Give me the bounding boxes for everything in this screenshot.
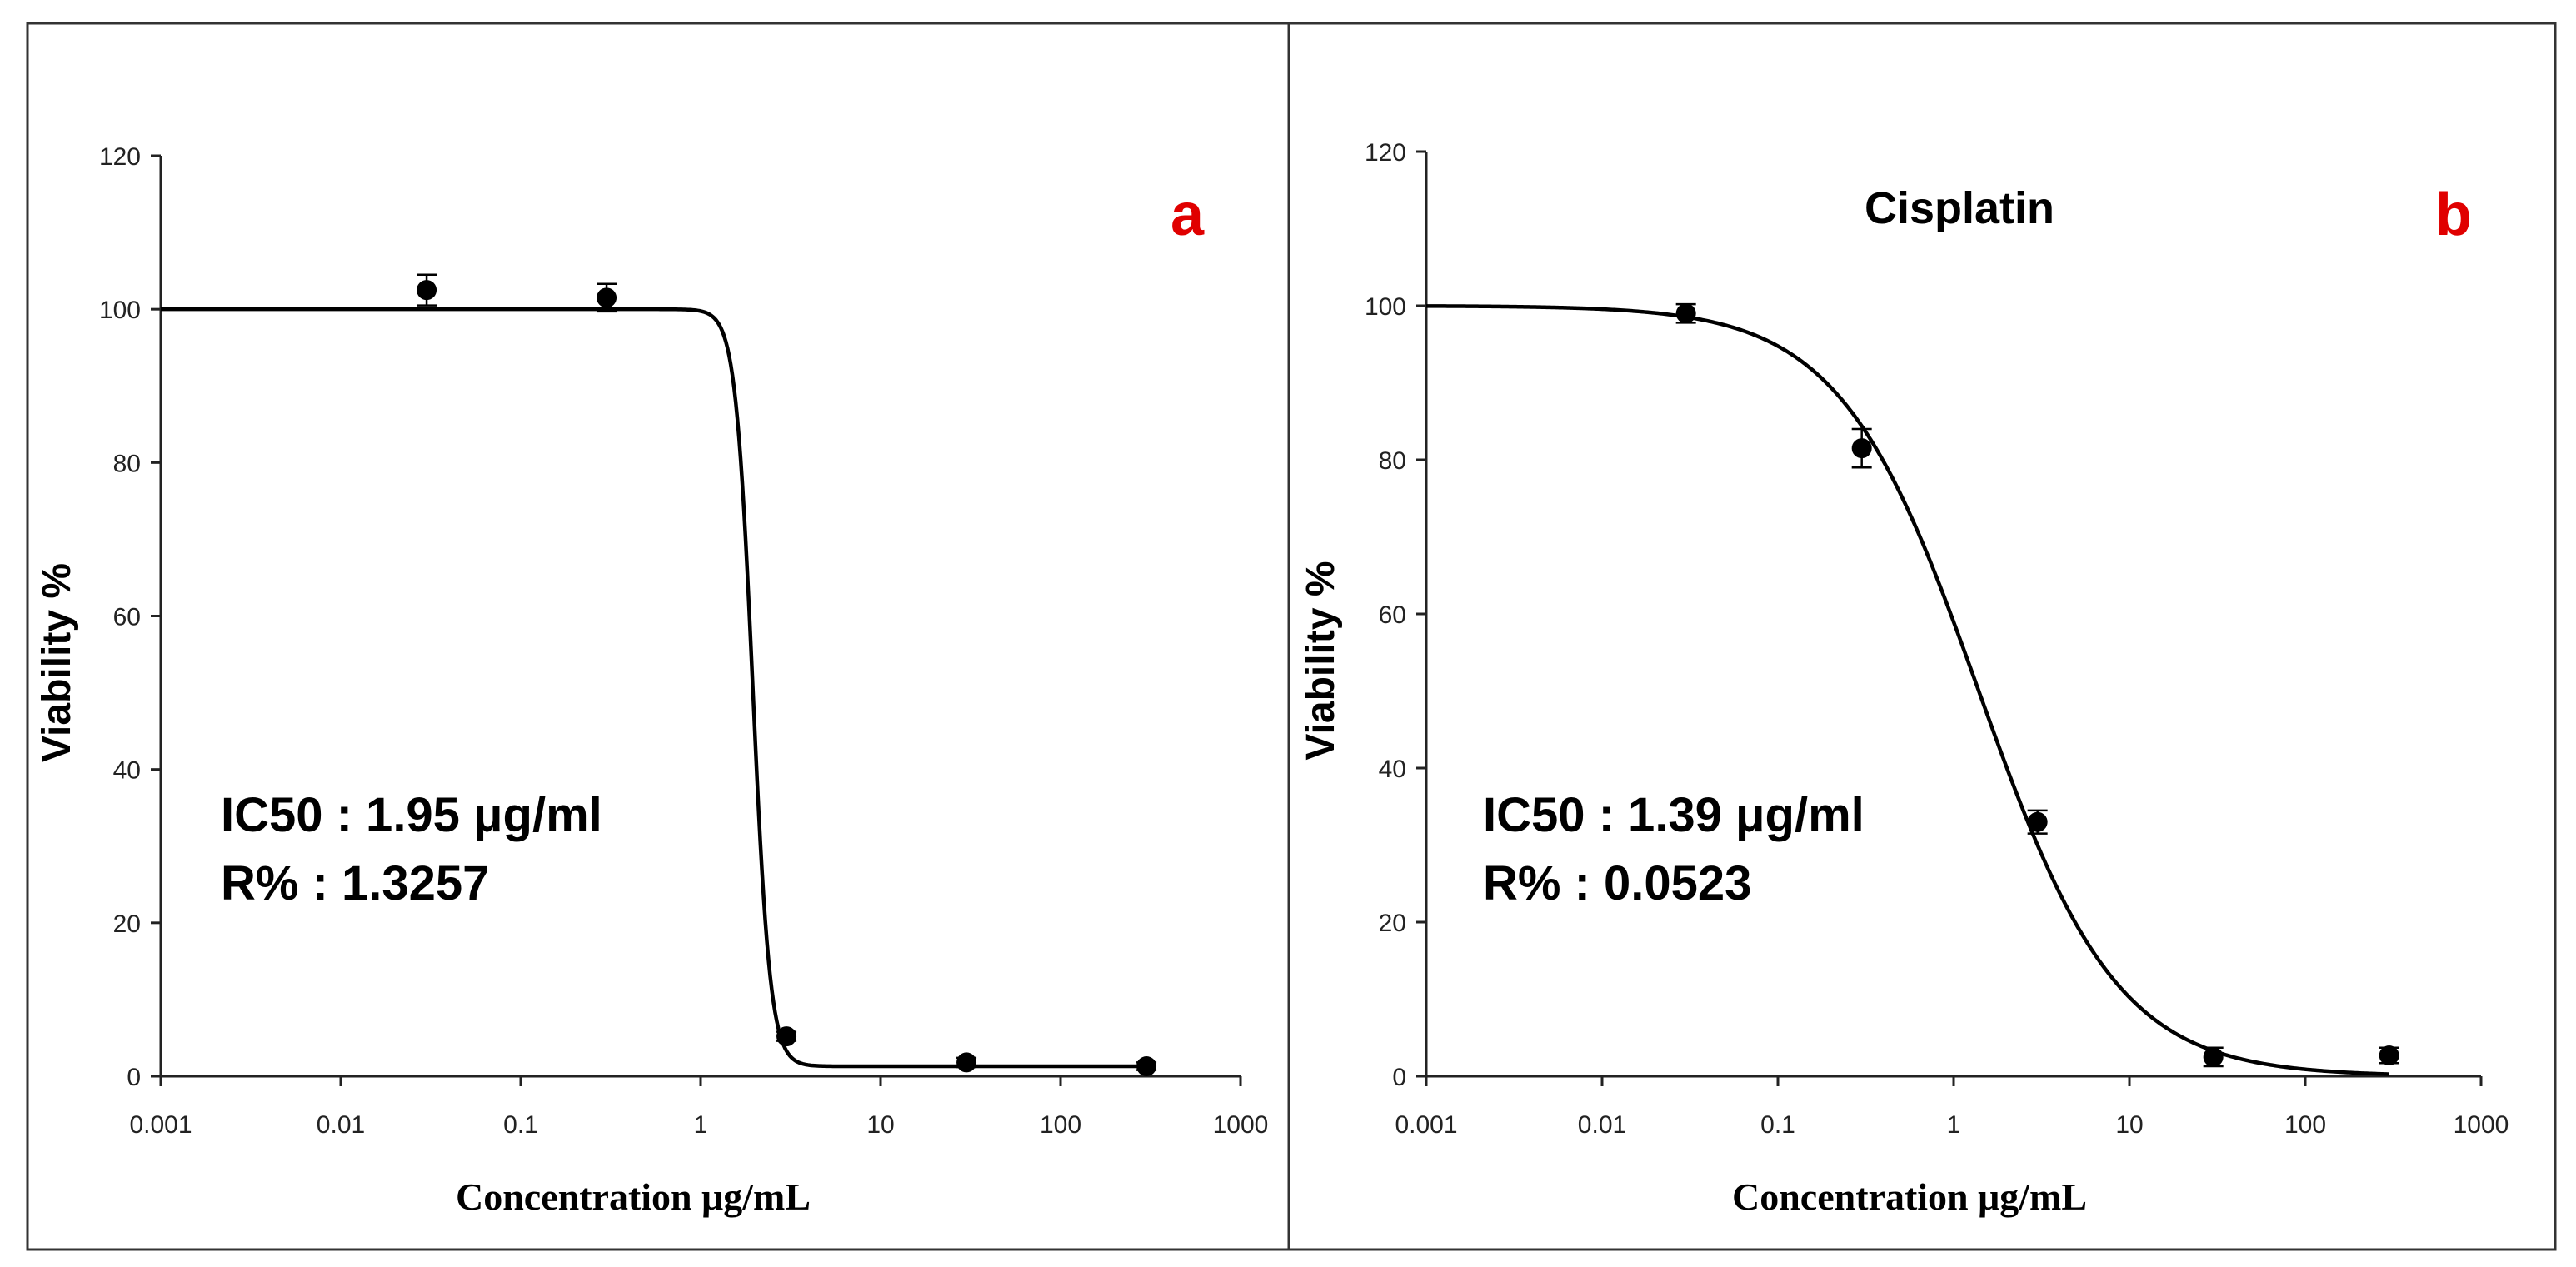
panel-a-data-point xyxy=(417,280,437,301)
panel-b-y-axis-title: Viability % xyxy=(1299,561,1343,760)
panel-b-y-tick-label: 60 xyxy=(1379,601,1406,629)
panel-b-x-tick-label: 0.1 xyxy=(1760,1111,1795,1139)
panel-a-x-axis-title: Concentration μg/mL xyxy=(456,1175,811,1218)
panel-b-r-annotation: R% : 0.0523 xyxy=(1483,856,1751,910)
panel-b-y-tick-label: 80 xyxy=(1379,447,1406,475)
panel-a-fit-curve xyxy=(161,307,1147,1069)
panel-a-x-tick-label: 0.1 xyxy=(503,1111,538,1139)
panel-a-letter: a xyxy=(1171,182,1205,248)
panel-b-data-point xyxy=(2379,1045,2399,1066)
panel-a-data-point xyxy=(956,1052,977,1073)
panel-a-ic50-annotation: IC50 : 1.95 μg/ml xyxy=(221,788,602,842)
panel-a-chart: 0.001 0.01 0.1 1 10 100 1000 0 20 40 60 80 100 120 Via… xyxy=(35,143,1268,1218)
panel-a-x-tick-label: 0.01 xyxy=(317,1111,365,1139)
panel-a-data-point xyxy=(597,287,617,308)
panel-b-data-point xyxy=(1851,438,1872,459)
panel-a-x-tick-label: 1000 xyxy=(1213,1111,1269,1139)
panel-b-x-tick-label: 0.001 xyxy=(1395,1111,1457,1139)
panel-b-x-tick-label: 1 xyxy=(1947,1111,1961,1139)
panel-b-data-point xyxy=(2203,1046,2224,1067)
panel-a-y-tick-label: 0 xyxy=(127,1064,141,1091)
panel-a-y-tick-label: 100 xyxy=(99,297,141,324)
panel-a-data-point xyxy=(776,1026,797,1047)
panel-b-x-tick-label: 1000 xyxy=(2454,1111,2509,1139)
panel-b-data-point xyxy=(2027,811,2048,832)
panel-b-x-axis-title: Concentration μg/mL xyxy=(1732,1175,2087,1218)
panel-b-x-tick-label: 10 xyxy=(2115,1111,2143,1139)
panel-b-title: Cisplatin xyxy=(1865,183,2054,233)
panel-a-y-axis-title: Viability % xyxy=(35,563,79,762)
figure-frame xyxy=(26,22,2557,1251)
panel-b-y-tick-label: 0 xyxy=(1392,1064,1406,1091)
panel-b-ic50-annotation: IC50 : 1.39 μg/ml xyxy=(1483,788,1865,842)
panel-a-y-tick-label: 80 xyxy=(113,450,141,477)
panel-b-y-tick-label: 40 xyxy=(1379,756,1406,783)
panel-b-x-tick-label: 100 xyxy=(2284,1111,2326,1139)
panel-b-fit-curve xyxy=(1425,304,2389,1076)
panel-b-y-tick-label: 100 xyxy=(1365,293,1406,321)
panel-a-y-tick-label: 20 xyxy=(113,910,141,938)
panel-a-y-tick-label: 40 xyxy=(113,757,141,785)
panel-a-y-tick-label: 120 xyxy=(99,143,141,171)
panel-b-y-tick-label: 20 xyxy=(1379,910,1406,937)
panel-a-x-tick-label: 0.001 xyxy=(129,1111,192,1139)
panel-a-data-point xyxy=(1136,1056,1157,1077)
panel-a-r-annotation: R% : 1.3257 xyxy=(221,856,489,910)
panel-a-y-tick-label: 60 xyxy=(113,604,141,631)
panel-b-x-tick-label: 0.01 xyxy=(1578,1111,1626,1139)
panel-a-x-tick-label: 100 xyxy=(1040,1111,1081,1139)
panel-b-chart: 0.001 0.01 0.1 1 10 100 1000 0 20 40 60 80 100 120 Via… xyxy=(1299,139,2509,1218)
panel-b-y-tick-label: 120 xyxy=(1365,139,1406,167)
panel-a-x-tick-label: 10 xyxy=(866,1111,894,1139)
panel-a-x-tick-label: 1 xyxy=(694,1111,708,1139)
panel-b-data-point xyxy=(1675,303,1696,324)
panel-b-letter: b xyxy=(2435,182,2472,248)
